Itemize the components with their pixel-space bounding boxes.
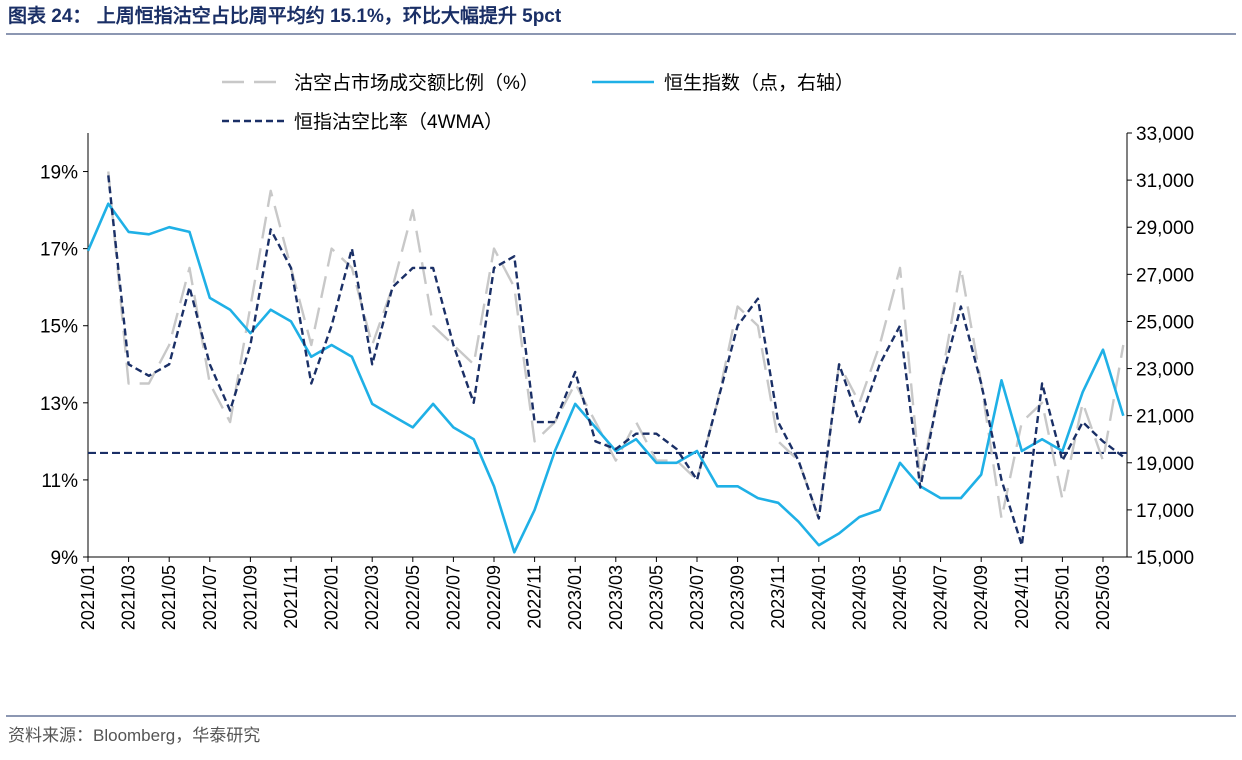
x-tick-label: 2021/01 — [78, 565, 98, 630]
y2-tick-label: 21,000 — [1136, 407, 1194, 428]
x-tick-label: 2024/07 — [931, 565, 951, 630]
x-tick-label: 2023/07 — [687, 565, 707, 630]
x-tick-label: 2023/11 — [768, 565, 788, 629]
x-tick-label: 2023/09 — [728, 565, 748, 630]
x-tick-label: 2023/01 — [565, 565, 585, 630]
legend-label: 恒指沽空比率（4WMA） — [294, 111, 503, 133]
x-tick-label: 2024/05 — [890, 565, 910, 630]
y2-tick-label: 23,000 — [1136, 360, 1194, 381]
series-line — [107, 171, 1125, 520]
x-tick-label: 2021/11 — [281, 565, 301, 629]
x-tick-label: 2021/05 — [159, 565, 179, 630]
x-tick-label: 2022/07 — [443, 565, 463, 630]
x-tick-label: 2025/01 — [1052, 565, 1072, 630]
y2-tick-label: 29,000 — [1136, 218, 1194, 239]
legend-label: 沽空占市场成交额比例（%） — [294, 72, 539, 94]
y2-tick-label: 19,000 — [1136, 454, 1194, 475]
y-tick-label: 19% — [40, 163, 78, 184]
y-tick-label: 9% — [51, 548, 79, 569]
y-tick-label: 15% — [40, 317, 78, 338]
y2-tick-label: 33,000 — [1136, 124, 1194, 145]
x-tick-label: 2022/09 — [484, 565, 504, 630]
x-tick-label: 2024/09 — [971, 565, 991, 630]
x-tick-label: 2023/05 — [646, 565, 666, 630]
x-tick-label: 2024/11 — [1012, 565, 1032, 629]
source: 资料来源：Bloomberg，华泰研究 — [8, 726, 260, 745]
x-tick-label: 2025/03 — [1093, 565, 1113, 630]
legend-label: 恒生指数（点，右轴） — [664, 72, 854, 94]
y-tick-label: 11% — [41, 471, 78, 492]
x-tick-label: 2022/03 — [362, 565, 382, 630]
y-tick-label: 13% — [40, 394, 78, 415]
y-tick-label: 17% — [40, 240, 78, 261]
x-tick-label: 2021/07 — [200, 565, 220, 630]
x-tick-label: 2024/03 — [849, 565, 869, 630]
series-line — [86, 202, 1125, 554]
chart-title: 图表 24： 上周恒指沽空占比周平均约 15.1%，环比大幅提升 5pct — [8, 4, 562, 27]
y2-tick-label: 25,000 — [1136, 312, 1194, 333]
x-tick-label: 2021/03 — [119, 565, 139, 630]
y2-tick-label: 17,000 — [1136, 501, 1194, 522]
x-tick-label: 2024/01 — [809, 565, 829, 630]
x-tick-label: 2022/11 — [525, 565, 545, 629]
x-tick-label: 2022/05 — [403, 565, 423, 630]
y2-tick-label: 31,000 — [1136, 171, 1194, 192]
series-line — [107, 175, 1125, 547]
x-tick-label: 2023/03 — [606, 565, 626, 630]
y2-tick-label: 27,000 — [1136, 265, 1194, 286]
y2-tick-label: 15,000 — [1136, 548, 1194, 569]
x-tick-label: 2022/01 — [322, 565, 342, 630]
x-tick-label: 2021/09 — [240, 565, 260, 630]
